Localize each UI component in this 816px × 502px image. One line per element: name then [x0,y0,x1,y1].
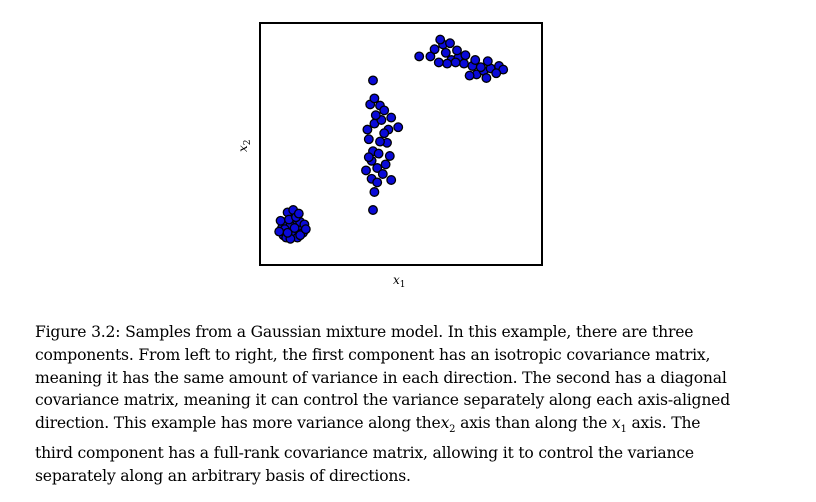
figure-caption: Figure 3.2: Samples from a Gaussian mixt… [35,321,780,488]
caption-var-x1: x1 [611,414,627,436]
scatter-point-2-26 [362,124,373,135]
scatter-point-3-2 [425,51,436,62]
scatter-point-2-14 [379,128,390,139]
caption-line-2: components. From left to right, the firs… [35,345,711,364]
caption-line-5-b: axis than along the [455,414,612,433]
scatter-point-1-23 [300,224,311,235]
scatter-point-2-28 [384,151,395,161]
y-axis-label: x2 [236,139,253,152]
scatter-point-3-8 [459,58,469,69]
scatter-point-3-1 [414,51,425,62]
scatter-point-3-20 [433,57,444,68]
scatter-point-3-18 [442,58,453,69]
scatter-point-2-30 [377,169,388,179]
scatter-point-2-3 [369,93,380,104]
caption-line-5: direction. This example has more varianc… [35,412,780,442]
caption-line-5-a: direction. This example has more varianc… [35,414,441,433]
x-axis-label: x1 [393,273,406,290]
scatter-point-2-5 [379,105,390,116]
scatter-point-3-5 [440,47,451,58]
scatter-point-2-18 [380,159,391,170]
caption-line-4: covariance matrix, meaning it can contro… [35,391,730,410]
scatter-point-3-15 [481,73,492,83]
caption-line-7: separately along an arbitrary basis of d… [35,466,411,485]
scatter-points [274,34,509,244]
scatter-point-2-25 [370,110,381,121]
scatter-point-3-27 [445,38,455,49]
scatter-point-3-21 [460,50,471,61]
scatter-point-2-23 [368,205,378,215]
scatter-point-2-10 [363,134,374,145]
scatter-figure: x1 x2 [236,22,543,290]
scatter-point-2-12 [373,148,384,159]
scatter-point-3-24 [482,56,493,67]
scatter-point-1-24 [274,226,285,237]
scatter-point-2-21 [386,175,397,185]
scatter-point-1-20 [289,223,300,233]
scatter-point-3-3 [429,44,440,55]
scatter-point-2-29 [363,152,374,163]
scatter-point-3-16 [464,70,475,81]
caption-var-x2: x2 [440,414,456,436]
plot-frame [259,22,543,266]
caption-line-3: meaning it has the same amount of varian… [35,368,727,387]
scatter-point-3-19 [452,45,462,56]
scatter-point-1-22 [295,230,306,241]
scatter-point-3-23 [475,62,486,73]
scatter-point-1-12 [275,215,286,226]
scatter-point-2-1 [368,75,378,86]
scatter-point-2-27 [375,136,385,147]
scatter-point-2-17 [361,165,371,176]
scatter-point-3-26 [435,34,446,45]
caption-line-1: Figure 3.2: Samples from a Gaussian mixt… [35,323,694,341]
scatter-point-2-6 [386,112,397,123]
scatter-point-2-22 [369,187,380,197]
scatter-point-1-28 [282,227,293,238]
scatter-point-3-22 [470,55,481,65]
caption-line-6: third component has a full-rank covarian… [35,444,694,463]
scatter-point-3-25 [491,68,502,79]
scatter-point-2-8 [393,122,404,133]
scatter-point-2-20 [372,177,383,188]
scatter-point-3-17 [450,57,461,68]
caption-line-5-c: axis. The [626,414,701,433]
scatter-point-2-16 [372,163,383,173]
scatter-point-1-27 [293,208,304,219]
